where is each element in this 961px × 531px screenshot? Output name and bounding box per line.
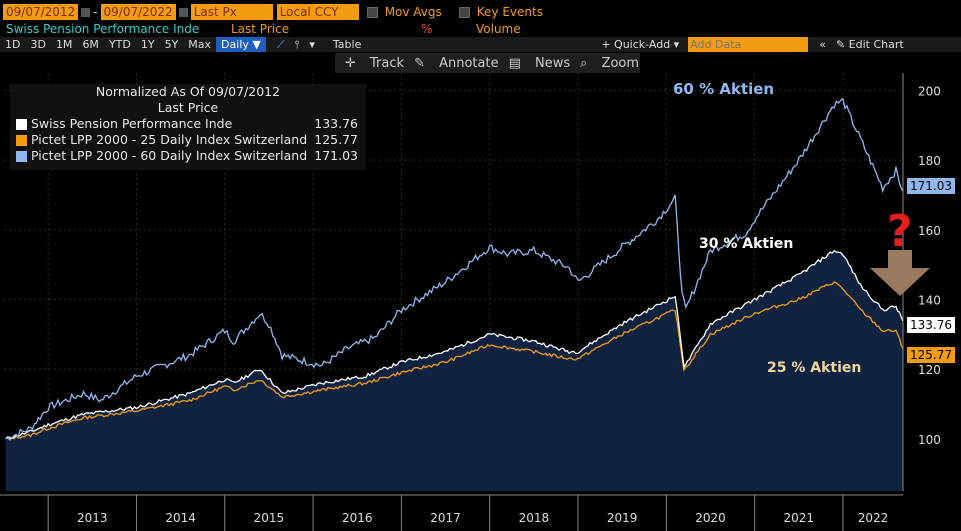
start-date-field[interactable]: 09/07/2012 bbox=[3, 4, 79, 20]
y-tick-label: 180 bbox=[918, 154, 941, 168]
legend-series-name: Pictet LPP 2000 - 25 Daily Index Switzer… bbox=[31, 132, 308, 147]
period-1y[interactable]: 1Y bbox=[140, 38, 155, 51]
percent-icon[interactable]: % bbox=[421, 22, 433, 36]
collapse-icon[interactable]: « bbox=[819, 38, 826, 51]
x-tick-label: 2019 bbox=[607, 511, 638, 525]
mov-avgs-label[interactable]: Mov Avgs bbox=[384, 5, 442, 19]
key-events-checkbox[interactable] bbox=[458, 6, 470, 18]
y-tick-label: 160 bbox=[918, 224, 941, 238]
mov-avgs-checkbox[interactable] bbox=[366, 6, 378, 18]
x-tick-label: 2013 bbox=[77, 511, 108, 525]
chevron-down-icon[interactable]: ▾ bbox=[309, 38, 315, 51]
period-1m[interactable]: 1M bbox=[55, 38, 73, 51]
y-tick-label: 120 bbox=[918, 363, 941, 377]
last-value-badge-25: 125.77 bbox=[907, 347, 955, 363]
x-tick-label: 2016 bbox=[342, 511, 373, 525]
date-separator: - bbox=[93, 5, 98, 19]
x-tick-label: 2021 bbox=[784, 511, 815, 525]
period-ytd[interactable]: YTD bbox=[108, 38, 131, 51]
toolbar-row-1: 09/07/2012 - 09/07/2022 Last Px Local CC… bbox=[0, 4, 546, 20]
legend-item[interactable]: Swiss Pension Performance Inde 133.76 bbox=[10, 116, 366, 132]
key-events-label[interactable]: Key Events bbox=[476, 5, 543, 19]
legend-series-name: Swiss Pension Performance Inde bbox=[31, 116, 233, 131]
edit-chart-label: Edit Chart bbox=[848, 38, 904, 51]
legend-subtitle: Last Price bbox=[157, 100, 219, 115]
calendar-icon[interactable] bbox=[178, 7, 188, 17]
series-line-swiss bbox=[5, 249, 904, 440]
frequency-select[interactable]: Daily ▼ bbox=[216, 37, 266, 52]
x-tick-label: 2014 bbox=[165, 511, 196, 525]
chart-legend: Normalized As Of 09/07/2012 Last Price S… bbox=[10, 84, 366, 170]
annotation-60-aktien: 60 % Aktien bbox=[673, 80, 775, 98]
legend-item[interactable]: Pictet LPP 2000 - 60 Daily Index Switzer… bbox=[10, 148, 366, 164]
y-tick-label: 100 bbox=[918, 433, 941, 447]
legend-swatch bbox=[16, 134, 27, 146]
line-chart-icon[interactable]: ⟋ bbox=[276, 38, 285, 51]
annotate-button[interactable]: ✎ Annotate bbox=[414, 55, 499, 71]
x-tick-label: 2017 bbox=[430, 511, 461, 525]
legend-series-value: 133.76 bbox=[314, 116, 358, 131]
volume-label: Volume bbox=[476, 22, 521, 36]
quick-add-label: + Quick-Add bbox=[601, 38, 671, 51]
news-button[interactable]: ▤ News bbox=[508, 55, 571, 71]
legend-item[interactable]: Pictet LPP 2000 - 25 Daily Index Switzer… bbox=[10, 132, 366, 148]
period-6m[interactable]: 6M bbox=[82, 38, 99, 51]
frequency-label: Daily bbox=[221, 38, 249, 51]
zoom-label: Zoom bbox=[601, 55, 640, 71]
add-data-input[interactable] bbox=[688, 37, 809, 52]
legend-series-value: 125.77 bbox=[314, 132, 358, 147]
legend-series-value: 171.03 bbox=[314, 148, 358, 163]
legend-title: Normalized As Of 09/07/2012 bbox=[95, 84, 281, 99]
last-price-label: Last Price bbox=[231, 22, 290, 36]
last-value-badge-swiss: 133.76 bbox=[907, 317, 955, 333]
x-tick-label: 2015 bbox=[254, 511, 285, 525]
quick-add-button[interactable]: + Quick-Add ▾ bbox=[601, 38, 680, 51]
bar-style-icon[interactable]: ⫯ bbox=[294, 38, 300, 51]
annotation-30-aktien: 30 % Aktien bbox=[699, 236, 794, 252]
legend-series-name: Pictet LPP 2000 - 60 Daily Index Switzer… bbox=[31, 148, 308, 163]
zoom-button[interactable]: ⌕ Zoom bbox=[580, 55, 640, 71]
annotate-label: Annotate bbox=[439, 55, 499, 71]
security-name: Swiss Pension Performance Inde bbox=[6, 22, 200, 36]
period-5y[interactable]: 5Y bbox=[164, 38, 179, 51]
table-button[interactable]: Table bbox=[332, 38, 362, 51]
legend-swatch bbox=[16, 118, 27, 130]
down-arrow-icon bbox=[870, 250, 930, 296]
legend-swatch bbox=[16, 150, 27, 162]
x-tick-label: 2022 bbox=[858, 511, 889, 525]
annotation-25-aktien: 25 % Aktien bbox=[767, 360, 862, 376]
end-date-field[interactable]: 09/07/2022 bbox=[100, 4, 176, 20]
track-button[interactable]: ✛ Track bbox=[345, 55, 405, 71]
calendar-icon[interactable] bbox=[81, 7, 91, 17]
y-tick-label: 200 bbox=[918, 84, 941, 98]
currency-select[interactable]: Local CCY bbox=[276, 4, 359, 20]
last-value-badge-60: 171.03 bbox=[907, 178, 955, 194]
toolbar-row-2: Swiss Pension Performance Inde Last Pric… bbox=[0, 21, 524, 37]
period-max[interactable]: Max bbox=[188, 38, 212, 51]
price-type-select[interactable]: Last Px bbox=[190, 4, 273, 20]
x-tick-label: 2018 bbox=[519, 511, 550, 525]
news-label: News bbox=[535, 55, 571, 71]
period-3d[interactable]: 3D bbox=[30, 38, 46, 51]
period-toolbar: 1D 3D 1M 6M YTD 1Y 5Y Max Daily ▼ ⟋ ⫯ ▾ … bbox=[0, 37, 961, 52]
chart-tools-bar: ✛ Track ✎ Annotate ▤ News ⌕ Zoom bbox=[335, 53, 640, 73]
x-tick-label: 2020 bbox=[695, 511, 726, 525]
track-label: Track bbox=[370, 55, 405, 71]
edit-chart-button[interactable]: ✎ Edit Chart bbox=[835, 38, 904, 51]
question-mark-annotation: ? bbox=[887, 206, 913, 257]
period-1d[interactable]: 1D bbox=[5, 38, 21, 51]
